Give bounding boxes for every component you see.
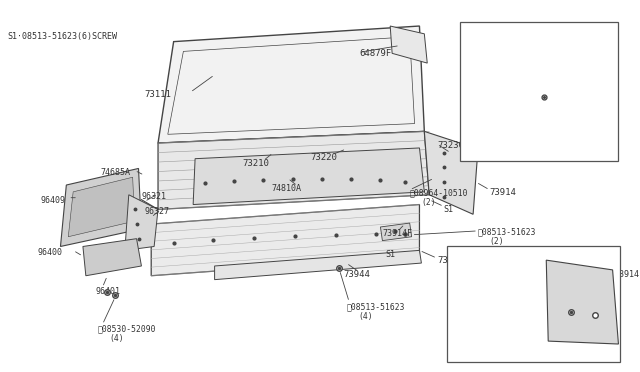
Text: S1: S1 <box>385 250 396 259</box>
Text: ⓝ08964-10510: ⓝ08964-10510 <box>410 188 468 197</box>
Text: 96400: 96400 <box>37 248 62 257</box>
FancyBboxPatch shape <box>460 22 618 161</box>
Text: S1·08513-51623(6)SCREW: S1·08513-51623(6)SCREW <box>8 32 118 41</box>
Text: S1: S1 <box>444 205 454 214</box>
Text: 73230: 73230 <box>437 141 464 150</box>
Text: 96401: 96401 <box>95 288 120 296</box>
Text: FOR 2+2 SEATER: FOR 2+2 SEATER <box>468 34 541 43</box>
Polygon shape <box>424 131 478 214</box>
Text: (2): (2) <box>421 198 436 207</box>
Text: ^730*00BB: ^730*00BB <box>517 354 562 363</box>
Polygon shape <box>151 205 419 276</box>
Polygon shape <box>193 148 424 205</box>
Polygon shape <box>83 239 141 276</box>
Polygon shape <box>214 250 421 280</box>
Text: 73111: 73111 <box>145 90 172 99</box>
FancyBboxPatch shape <box>447 247 620 362</box>
Text: 96327: 96327 <box>145 208 170 217</box>
Polygon shape <box>158 26 424 143</box>
Text: Ⓝ08513-51623: Ⓝ08513-51623 <box>452 278 511 287</box>
Polygon shape <box>158 131 429 209</box>
Polygon shape <box>68 177 134 237</box>
Text: 73914: 73914 <box>614 270 639 279</box>
Text: 73910F: 73910F <box>527 336 557 345</box>
Text: (4): (4) <box>358 312 372 321</box>
Polygon shape <box>390 26 428 63</box>
Text: (2): (2) <box>490 237 504 246</box>
Text: 64879F: 64879F <box>359 49 391 58</box>
Text: 73220: 73220 <box>310 153 337 162</box>
Text: 73944: 73944 <box>344 270 370 279</box>
Text: 73914F: 73914F <box>382 229 412 238</box>
Text: 74810A: 74810A <box>271 184 301 193</box>
Text: 73940A: 73940A <box>478 55 508 64</box>
Text: 96321: 96321 <box>141 192 166 201</box>
Text: Ⓝ08513-51623: Ⓝ08513-51623 <box>346 302 404 311</box>
Text: 96409: 96409 <box>41 196 66 205</box>
Polygon shape <box>60 169 141 247</box>
Text: FOR 2+2 SEATER: FOR 2+2 SEATER <box>454 258 528 267</box>
Polygon shape <box>125 195 158 250</box>
Text: (2): (2) <box>465 288 479 296</box>
Polygon shape <box>380 223 412 241</box>
Text: Ⓝ08530-52090: Ⓝ08530-52090 <box>97 324 156 334</box>
Text: (4): (4) <box>109 334 124 343</box>
Text: 74685A: 74685A <box>100 169 131 177</box>
Text: Ⓝ08513-51623: Ⓝ08513-51623 <box>478 227 536 236</box>
Text: 73940: 73940 <box>488 120 513 129</box>
Text: 73914: 73914 <box>490 188 516 197</box>
Text: 73910: 73910 <box>437 256 464 265</box>
Text: 73618: 73618 <box>527 321 552 331</box>
Polygon shape <box>547 260 618 344</box>
Ellipse shape <box>229 158 385 183</box>
Text: 73210: 73210 <box>242 159 269 168</box>
